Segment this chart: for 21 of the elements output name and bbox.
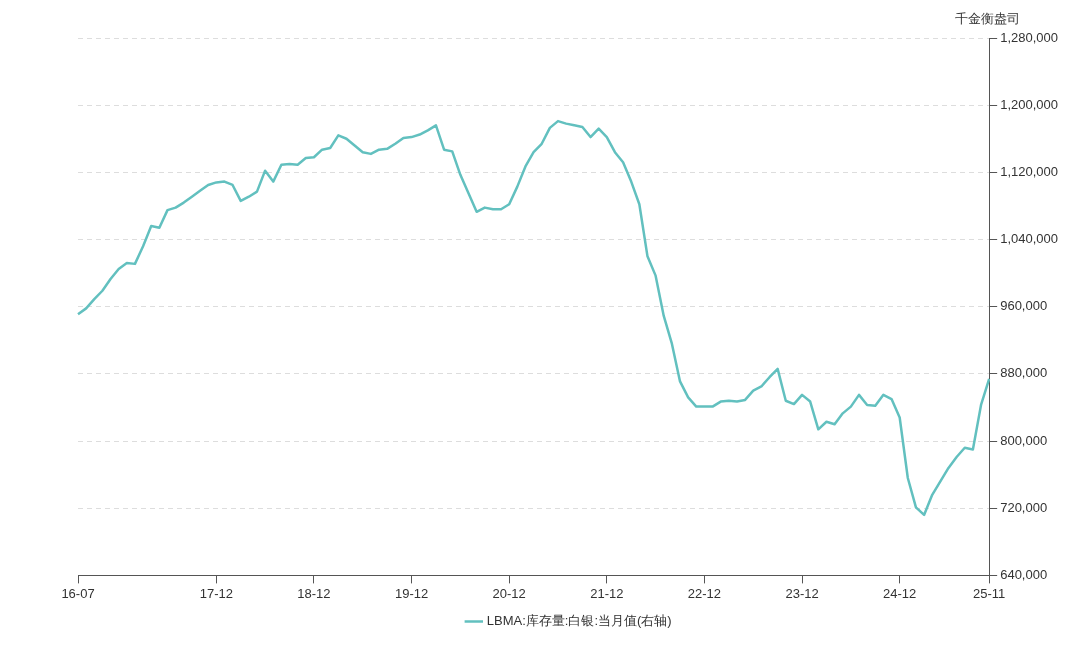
legend-label: LBMA:库存量:白银:当月值(右轴) — [486, 613, 672, 629]
x-tick-label: 22-12 — [687, 585, 722, 601]
y-tick-label: 1,200,000 — [1000, 96, 1059, 112]
y-tick-label: 640,000 — [1000, 566, 1048, 582]
y-tick-label: 1,280,000 — [1000, 29, 1059, 45]
x-tick-label: 24-12 — [883, 585, 917, 601]
y-tick-label: 720,000 — [1000, 499, 1048, 515]
y-tick-label: 960,000 — [1000, 298, 1048, 314]
x-tick-label: 19-12 — [394, 585, 429, 601]
x-tick-label: 17-12 — [199, 585, 233, 601]
x-tick-label: 21-12 — [590, 585, 624, 601]
y-tick-label: 1,120,000 — [1000, 163, 1059, 179]
y-tick-label: 1,040,000 — [1000, 231, 1059, 247]
x-tick-label: 25-11 — [973, 585, 1006, 601]
y-tick-label: 880,000 — [1000, 365, 1048, 381]
x-tick-label: 18-12 — [297, 585, 331, 601]
x-tick-label: 16-07 — [61, 585, 95, 601]
y-tick-label: 800,000 — [1000, 432, 1048, 448]
x-tick-label: 23-12 — [785, 585, 819, 601]
x-tick-label: 20-12 — [492, 585, 526, 601]
y-axis-title: 千金衡盎司 — [954, 11, 1020, 27]
